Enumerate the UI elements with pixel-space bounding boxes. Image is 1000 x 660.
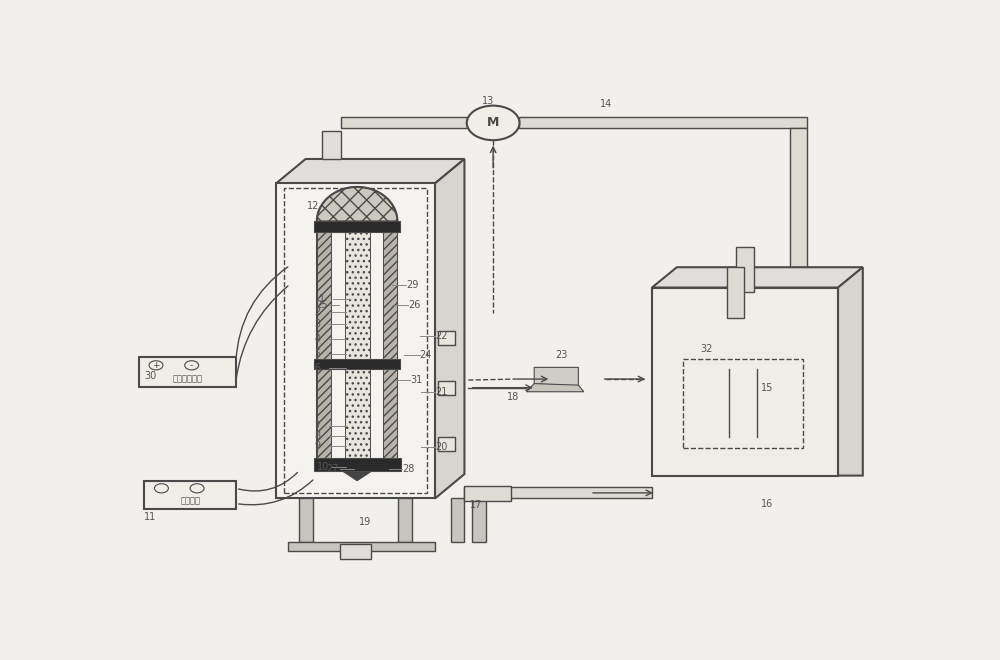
Text: +: + <box>152 361 160 370</box>
Polygon shape <box>435 159 464 498</box>
Bar <box>438 437 455 451</box>
Text: 13: 13 <box>482 96 494 106</box>
Bar <box>139 357 236 387</box>
Polygon shape <box>342 471 373 480</box>
Text: 5: 5 <box>314 348 320 358</box>
Text: 19: 19 <box>359 517 371 527</box>
Polygon shape <box>276 159 464 183</box>
Polygon shape <box>383 222 397 465</box>
Text: 8: 8 <box>314 431 320 441</box>
Text: 15: 15 <box>761 383 773 393</box>
Polygon shape <box>526 383 584 392</box>
Text: 3: 3 <box>314 319 320 329</box>
Text: 16: 16 <box>761 498 773 509</box>
Text: 9: 9 <box>314 441 320 451</box>
Text: 27: 27 <box>326 464 339 474</box>
Bar <box>314 222 400 232</box>
Text: 21: 21 <box>435 387 447 397</box>
Bar <box>288 542 435 551</box>
Text: 23: 23 <box>555 350 568 360</box>
Text: 1: 1 <box>319 294 325 304</box>
Text: 29: 29 <box>406 280 419 290</box>
Text: 30: 30 <box>144 371 157 381</box>
Text: 7: 7 <box>314 421 320 431</box>
Bar <box>438 381 455 395</box>
Bar <box>450 498 464 542</box>
Polygon shape <box>317 222 331 465</box>
Text: 32: 32 <box>700 344 712 354</box>
Bar <box>790 129 807 318</box>
Text: 18: 18 <box>507 392 519 402</box>
Bar <box>727 267 744 318</box>
Polygon shape <box>317 187 397 222</box>
Text: 6: 6 <box>314 363 320 373</box>
Polygon shape <box>534 368 578 387</box>
Circle shape <box>467 106 519 140</box>
Polygon shape <box>838 267 863 476</box>
Bar <box>652 288 838 476</box>
Text: 高压直流电源: 高压直流电源 <box>172 374 202 383</box>
Bar <box>464 486 511 501</box>
Text: 20: 20 <box>435 442 447 452</box>
Text: 14: 14 <box>600 98 612 109</box>
Text: -: - <box>190 361 193 370</box>
Bar <box>736 247 754 292</box>
Text: 28: 28 <box>402 464 415 474</box>
Bar <box>683 359 803 447</box>
Text: M: M <box>487 116 499 129</box>
Bar <box>341 117 467 129</box>
Text: 24: 24 <box>420 350 432 360</box>
Bar <box>322 131 341 159</box>
Bar <box>299 498 313 542</box>
Bar <box>284 189 427 494</box>
Bar <box>398 498 412 542</box>
Polygon shape <box>652 267 863 288</box>
Bar <box>314 458 401 471</box>
Text: 10: 10 <box>317 462 329 472</box>
Bar <box>438 331 455 345</box>
Text: 17: 17 <box>470 500 482 510</box>
Text: 22: 22 <box>435 331 448 341</box>
Text: 31: 31 <box>410 375 422 385</box>
Bar <box>464 487 652 498</box>
Bar <box>276 183 435 498</box>
Bar <box>314 359 400 369</box>
Bar <box>519 117 807 129</box>
Text: 11: 11 <box>144 512 157 522</box>
Text: 直流电源: 直流电源 <box>180 496 200 506</box>
Text: 12: 12 <box>307 201 320 211</box>
Polygon shape <box>345 222 370 465</box>
Text: 4: 4 <box>314 335 320 345</box>
Bar <box>340 544 371 560</box>
Bar <box>472 498 486 542</box>
Text: 25: 25 <box>315 300 327 310</box>
Bar <box>144 480 236 509</box>
Text: 2: 2 <box>314 307 320 317</box>
Text: 26: 26 <box>408 300 420 310</box>
